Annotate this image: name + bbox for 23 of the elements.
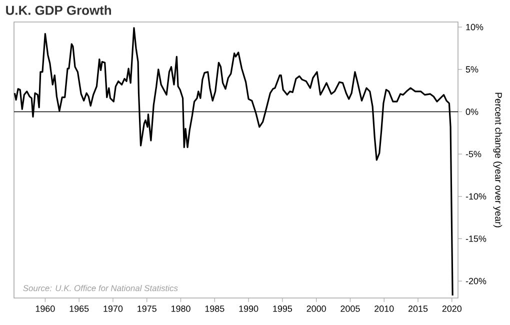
x-tick-label: 2015: [408, 306, 428, 312]
x-tick-label: 1985: [205, 306, 224, 312]
y-tick-label: 0%: [466, 108, 478, 115]
x-tick-label: 1980: [171, 306, 190, 312]
x-tick-label: 1995: [273, 306, 292, 312]
x-tick-label: 1965: [70, 306, 89, 312]
y-tick-label: -10%: [466, 193, 486, 200]
x-tick-label: 1960: [36, 306, 55, 312]
x-tick-label: 2000: [306, 306, 326, 312]
x-tick-label: 2005: [340, 306, 360, 312]
y-axis-title: Percent change (year over year): [493, 92, 502, 228]
x-tick-label: 2010: [374, 306, 394, 312]
chart-title: U.K. GDP Growth: [6, 5, 111, 15]
x-tick-label: 1975: [138, 306, 156, 312]
x-tick-label: 1970: [104, 306, 123, 312]
y-tick-label: 10%: [466, 24, 484, 30]
y-tick-label: -5%: [466, 150, 482, 158]
x-tick-label: 1990: [239, 306, 258, 312]
annotation: Source: U.K. Office for National Statistics: [23, 284, 178, 292]
y-tick-label: -20%: [466, 278, 486, 284]
y-tick-label: -15%: [466, 236, 486, 242]
y-tick-label: 5%: [466, 66, 478, 73]
x-tick-label: 2020: [442, 306, 462, 312]
